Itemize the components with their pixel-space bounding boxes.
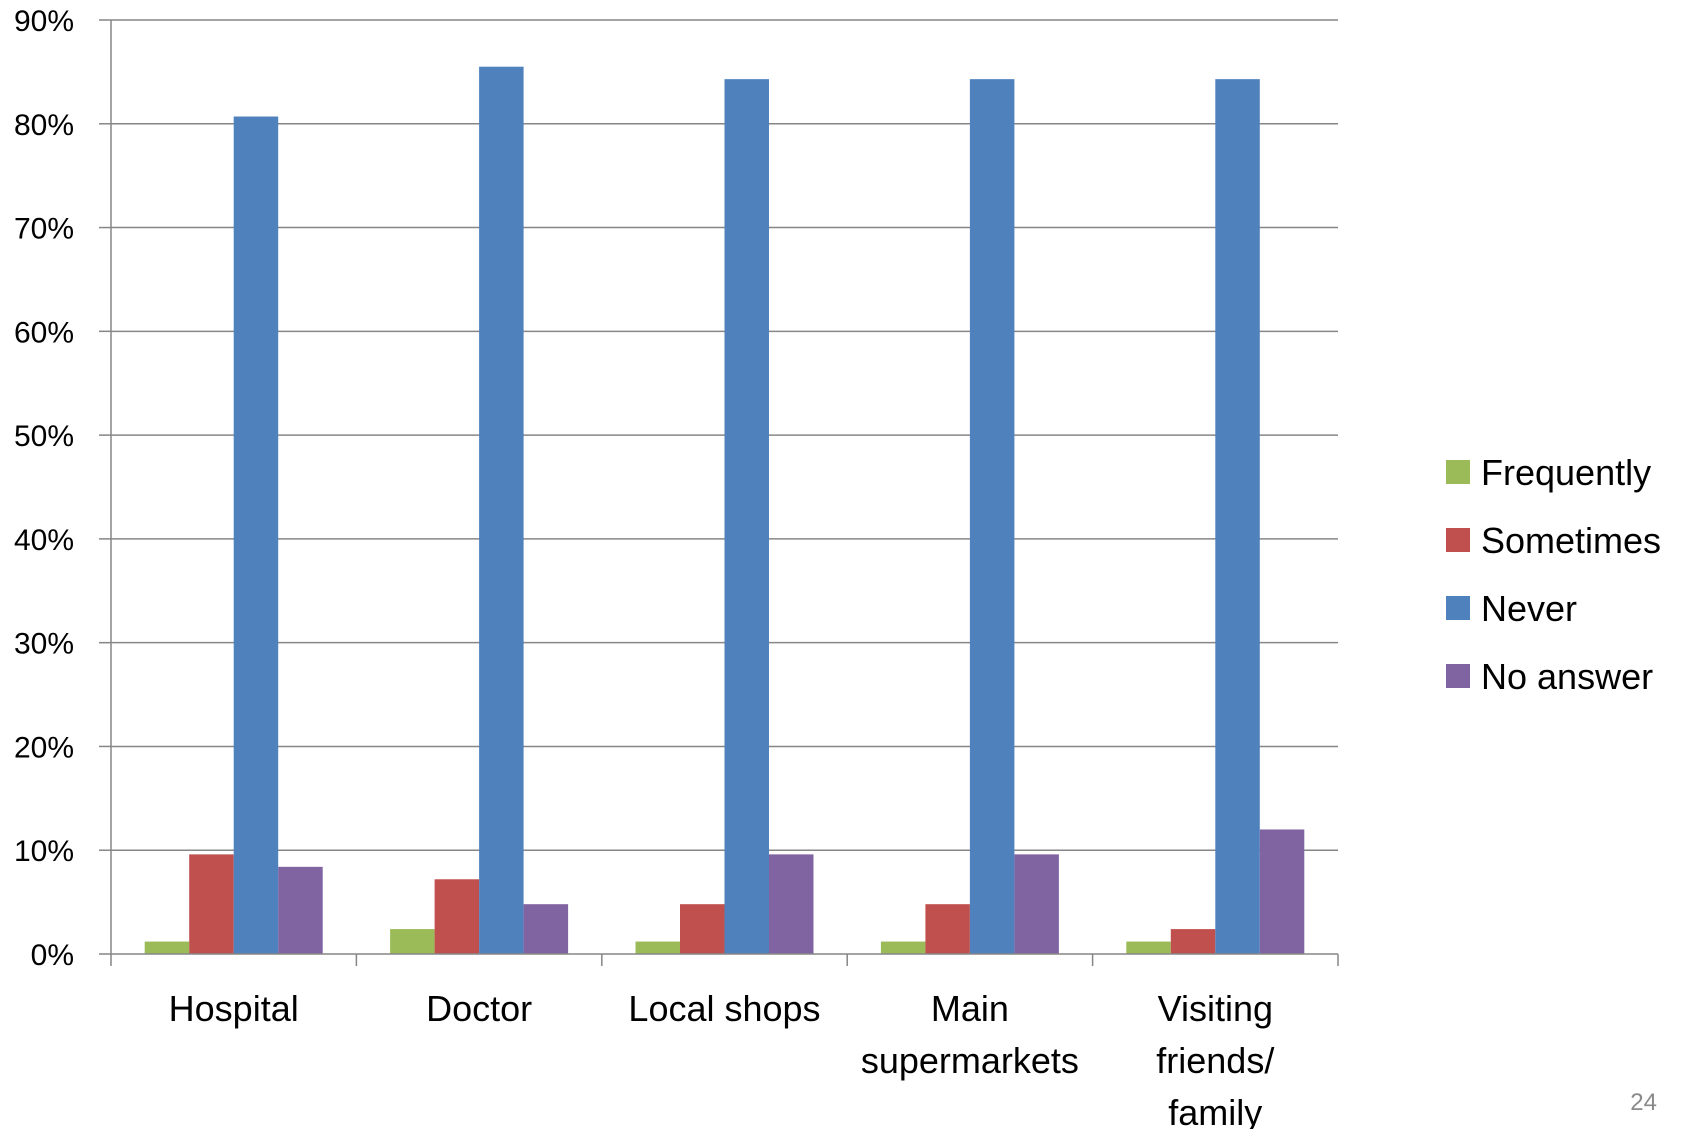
y-tick-label: 90% — [14, 5, 74, 38]
bars — [144, 66, 1305, 955]
y-tick-label: 80% — [14, 109, 74, 142]
y-tick-label: 30% — [14, 628, 74, 661]
bar-never — [233, 116, 279, 955]
legend-label: Sometimes — [1481, 520, 1661, 561]
y-tick-label: 70% — [14, 213, 74, 246]
bar-sometimes — [925, 904, 970, 954]
y-tick-label: 40% — [14, 524, 74, 557]
legend-swatch — [1446, 460, 1470, 484]
legend-swatch — [1446, 528, 1470, 552]
page-number: 24 — [1630, 1089, 1657, 1116]
bar-sometimes — [680, 904, 725, 954]
x-category-label: family — [1168, 1092, 1262, 1129]
bar-sometimes — [1170, 929, 1216, 954]
legend-label: Never — [1481, 588, 1577, 629]
legend-swatch — [1446, 664, 1470, 688]
x-category-label: Hospital — [169, 988, 299, 1029]
bar-never — [1215, 79, 1260, 955]
y-tick-label: 20% — [14, 731, 74, 764]
bar-no-answer — [1259, 829, 1305, 954]
bar-never — [479, 66, 524, 954]
bar-never — [724, 79, 769, 955]
x-category-label: Doctor — [426, 988, 532, 1029]
axes — [99, 19, 1339, 966]
bar-no-answer — [278, 866, 323, 954]
y-tick-label: 60% — [14, 316, 74, 349]
legend-label: Frequently — [1481, 452, 1651, 493]
x-category-labels: Hospital Doctor Local shops Main supermarket… — [169, 988, 1275, 1129]
bar-no-answer — [523, 904, 569, 954]
bar-never — [969, 79, 1015, 955]
bar-frequently — [635, 941, 680, 954]
y-tick-labels: 0% 10% 20% 30% 40% 50% 60% 70% 80% 90% — [14, 5, 74, 972]
y-tick-label: 10% — [14, 835, 74, 868]
x-category-label: Visiting — [1158, 988, 1273, 1029]
bar-sometimes — [434, 879, 480, 954]
y-tick-label: 50% — [14, 420, 74, 453]
y-tick-label: 0% — [31, 939, 74, 972]
bar-frequently — [880, 941, 926, 954]
bar-frequently — [1126, 941, 1171, 954]
x-category-label: supermarkets — [861, 1040, 1079, 1081]
bar-no-answer — [769, 854, 814, 954]
bar-sometimes — [189, 854, 234, 954]
bar-frequently — [390, 929, 435, 954]
bar-frequently — [144, 941, 190, 954]
legend: Frequently Sometimes Never No answer — [1446, 452, 1661, 697]
bar-no-answer — [1014, 854, 1059, 954]
x-category-label: friends/ — [1156, 1040, 1274, 1081]
x-category-label: Main — [931, 988, 1009, 1029]
legend-swatch — [1446, 596, 1470, 620]
x-category-label: Local shops — [628, 988, 820, 1029]
legend-label: No answer — [1481, 656, 1653, 697]
